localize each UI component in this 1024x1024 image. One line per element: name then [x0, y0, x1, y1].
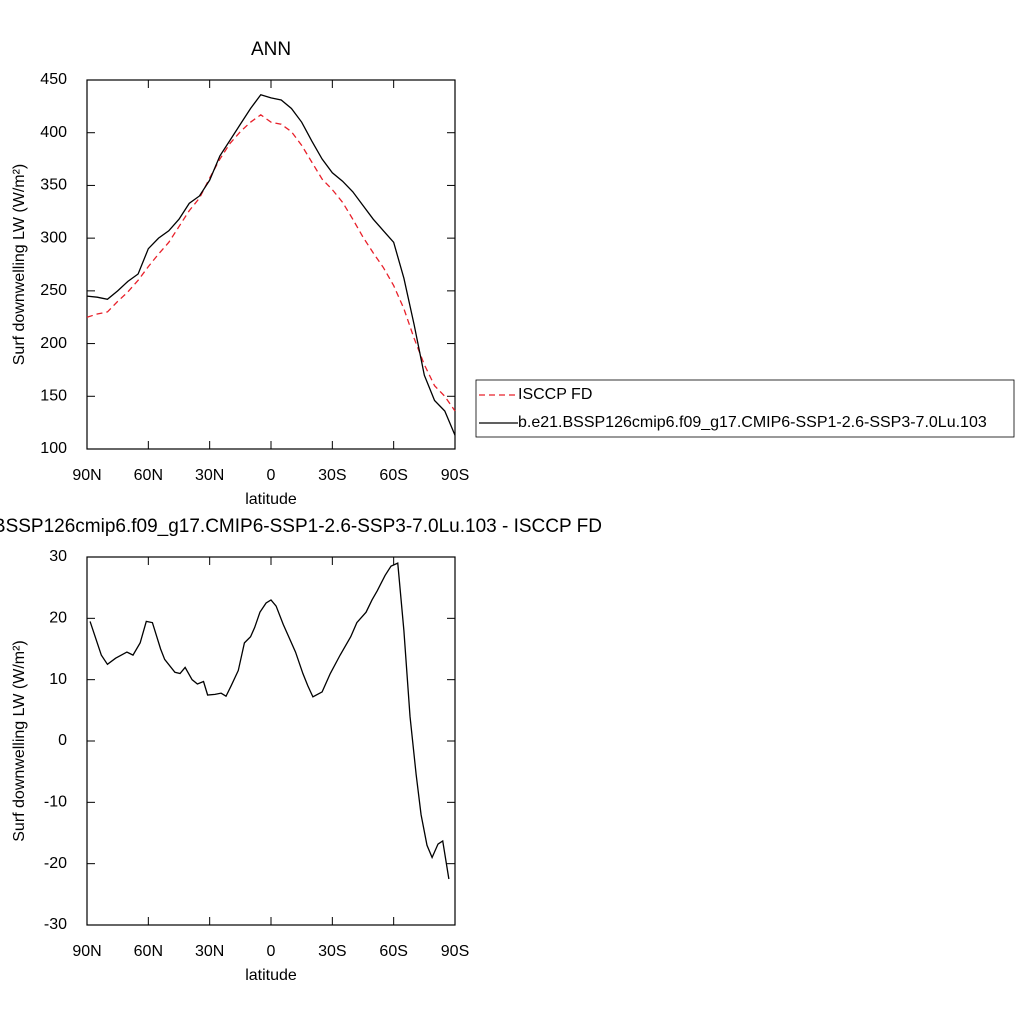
x-tick-label: 90N [72, 467, 101, 484]
x-tick-label: 60S [379, 467, 407, 484]
x-tick-label: 30S [318, 943, 346, 960]
x-tick-label: 60N [134, 943, 163, 960]
y-tick-label: 20 [49, 610, 67, 627]
y-tick-label: 0 [58, 732, 67, 749]
chart-title: b.e21.BSSP126cmip6.f09_g17.CMIP6-SSP1-2.… [0, 516, 602, 537]
y-axis-label: Surf downwelling LW (W/m²) [11, 164, 28, 366]
y-axis-label: Surf downwelling LW (W/m²) [11, 640, 28, 842]
x-tick-label: 0 [267, 943, 276, 960]
x-tick-label: 30S [318, 467, 346, 484]
y-tick-label: 350 [40, 177, 67, 194]
y-tick-label: 250 [40, 282, 67, 299]
x-tick-label: 90S [441, 943, 469, 960]
x-tick-label: 30N [195, 467, 224, 484]
y-tick-label: 10 [49, 671, 67, 688]
y-tick-label: 400 [40, 124, 67, 141]
data-line [86, 113, 456, 412]
x-tick-label: 0 [267, 467, 276, 484]
y-tick-label: 30 [49, 548, 67, 565]
data-line [86, 94, 456, 436]
x-tick-label: 60S [379, 943, 407, 960]
x-axis-label: latitude [245, 967, 297, 984]
data-line [89, 562, 450, 880]
y-tick-label: 100 [40, 440, 67, 457]
chart-title: ANN [251, 39, 291, 60]
y-tick-label: -10 [44, 794, 67, 811]
x-tick-label: 30N [195, 943, 224, 960]
x-tick-label: 90S [441, 467, 469, 484]
legend-box [475, 379, 1015, 438]
x-tick-label: 60N [134, 467, 163, 484]
legend-label: b.e21.BSSP126cmip6.f09_g17.CMIP6-SSP1-2.… [518, 414, 987, 431]
legend-label: ISCCP FD [518, 386, 592, 403]
x-tick-label: 90N [72, 943, 101, 960]
y-tick-label: 450 [40, 71, 67, 88]
y-tick-label: -20 [44, 855, 67, 872]
x-axis-label: latitude [245, 491, 297, 508]
y-tick-label: -30 [44, 916, 67, 933]
y-tick-label: 150 [40, 388, 67, 405]
plot-frame [86, 556, 456, 926]
y-tick-label: 300 [40, 229, 67, 246]
y-tick-label: 200 [40, 335, 67, 352]
